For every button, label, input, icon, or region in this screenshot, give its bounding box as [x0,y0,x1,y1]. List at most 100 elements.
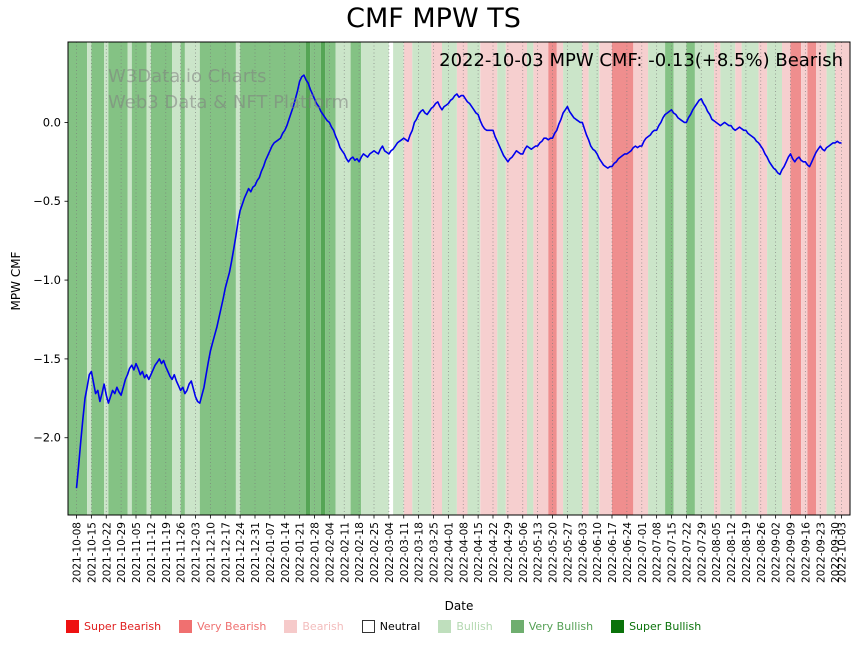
band-bearish [735,42,742,515]
x-tick-label: 2022-08-12 [726,522,738,583]
band-bearish [431,42,442,515]
band-bullish [361,42,389,515]
band-bearish [403,42,413,515]
x-tick-label: 2022-02-04 [324,522,336,583]
x-tick-label: 2021-11-12 [146,522,158,583]
band-bearish [505,42,527,515]
legend-swatch [510,620,524,633]
x-tick-label: 2021-12-31 [250,522,262,583]
legend-label: Very Bearish [197,620,267,633]
x-tick-label: 2021-10-15 [86,522,98,583]
x-tick-label: 2022-05-13 [533,522,545,583]
band-very_bullish [350,42,362,515]
x-tick-label: 2022-08-26 [756,522,768,583]
x-tick-label: 2022-01-21 [295,522,307,583]
y-axis-label: MPW CMF [9,251,23,311]
x-tick-label: 2021-11-05 [131,522,143,583]
band-bearish [758,42,768,515]
band-very_bullish [686,42,695,515]
x-tick-label: 2022-10-03 [837,522,849,583]
x-tick-label: 2022-04-08 [458,522,470,583]
x-tick-label: 2022-09-30 [830,522,842,583]
cmf-line [75,74,842,489]
legend-item: Bullish [438,620,493,633]
x-tick-label: 2022-04-15 [473,522,485,583]
y-tick-label: −2.0 [33,431,61,445]
band-bullish [184,42,200,515]
x-tick-label: 2022-08-19 [741,522,753,583]
x-tick-label: 2021-11-26 [176,522,188,583]
band-bullish [412,42,432,515]
legend-item: Super Bearish [66,620,161,633]
x-tick-label: 2022-09-02 [771,522,783,583]
band-bearish [456,42,468,515]
band-bullish [104,42,109,515]
band-bullish [588,42,600,515]
legend-label: Very Bullish [528,620,594,633]
x-tick-label: 2021-12-03 [191,522,203,583]
plot-border [67,41,851,516]
cmf-value-annotation: 2022-10-03 MPW CMF: -0.13(+8.5%) Bearish [439,50,843,71]
band-very_bearish [790,42,802,515]
band-bullish [527,42,534,515]
legend-label: Bearish [302,620,344,633]
y-tick-label: −1.5 [33,352,61,366]
x-tick-label: 2022-09-23 [815,522,827,583]
legend-label: Super Bearish [84,620,162,633]
x-tick-label: 2022-08-05 [711,522,723,583]
band-bearish [556,42,564,515]
band-very_bullish [665,42,674,515]
band-bullish [720,42,736,515]
x-tick-label: 2022-02-18 [354,522,366,583]
band-bearish [782,42,791,515]
legend-label: Bullish [456,620,493,633]
x-tick-label: 2022-04-29 [503,522,515,583]
x-tick-label: 2022-06-03 [577,522,589,583]
band-very_bullish [199,42,236,515]
band-very_bullish [240,42,306,515]
x-tick-label: 2022-04-01 [443,522,455,583]
x-tick-label: 2022-03-25 [429,522,441,583]
x-tick-label: 2022-01-14 [280,522,292,583]
x-tick-label: 2022-06-24 [622,522,634,583]
x-tick-label: 2021-10-08 [72,522,84,583]
band-bullish [87,42,92,515]
band-bearish [582,42,589,515]
band-bullish [741,42,759,515]
band-bullish [393,42,404,515]
x-tick-label: 2021-10-29 [116,522,128,583]
sentiment-bands [68,42,850,515]
band-bullish [467,42,481,515]
x-tick-label: 2021-12-24 [235,522,247,583]
x-tick-label: 2022-07-08 [652,522,664,583]
x-tick-label: 2022-07-29 [696,522,708,583]
x-tick-labels: 2021-10-08 2021-10-15 2021-10-22 2021-10-29… [72,515,849,583]
x-tick-label: 2022-02-11 [339,522,351,583]
x-tick-label: 2022-05-20 [548,522,560,583]
x-tick-label: 2022-05-27 [562,522,574,583]
band-neutral [388,42,394,515]
band-very_bullish [68,42,88,515]
chart-title: CMF MPW TS [346,3,521,34]
legend-item: Very Bullish [510,620,594,633]
band-very_bullish [131,42,147,515]
band-bullish [767,42,782,515]
x-axis-label: Date [444,599,474,613]
band-bullish [335,42,351,515]
legend-item: Bearish [284,620,344,633]
band-bullish [826,42,836,515]
band-very_bearish [548,42,557,515]
x-tick-label: 2022-09-16 [800,522,812,583]
x-tick-label: 2022-01-28 [310,522,322,583]
legend-swatch [179,620,193,633]
x-tick-label: 2021-12-10 [205,522,217,583]
band-super_bullish [306,42,311,515]
x-tick-label: 2022-03-11 [399,522,411,583]
x-tick-label: 2021-12-17 [220,522,232,583]
band-very_bullish [91,42,105,515]
band-bearish [599,42,613,515]
x-tick-label: 2022-07-01 [637,522,649,583]
x-tick-label: 2022-06-10 [592,522,604,583]
band-bearish [835,42,850,515]
